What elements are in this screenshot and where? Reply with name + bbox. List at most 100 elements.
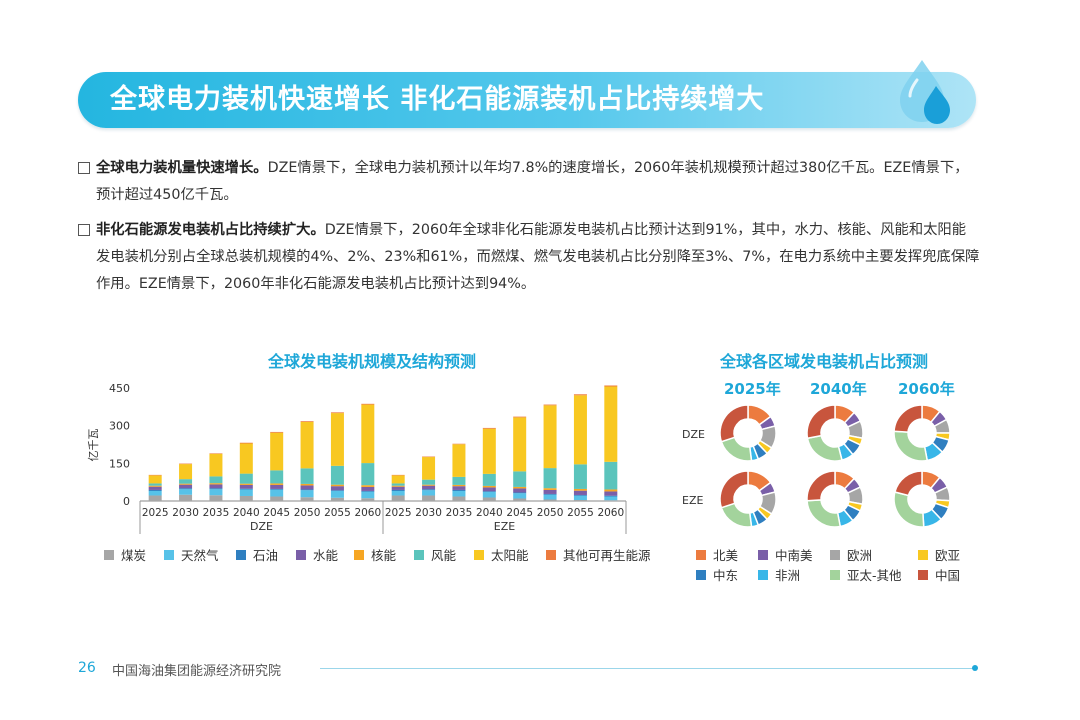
bar-segment [270,489,284,497]
bar-segment [239,473,253,484]
bar-segment [361,463,375,486]
x-tick-label: 2045 [506,507,533,519]
bar-segment [452,476,466,485]
bar-segment [239,488,253,490]
donut-slice [806,404,836,440]
legend-item-north-america: 北美 [696,545,738,564]
bar-segment [148,485,162,487]
bar-segment [452,484,466,487]
legend-item-wind: 风能 [414,545,456,564]
bar-segment [209,489,223,496]
legend-item-china: 中国 [918,565,960,584]
bar-segment [270,488,284,490]
y-tick-label: 150 [109,457,130,470]
bar-segment [604,489,618,492]
bar-segment [209,453,223,454]
bar-segment [270,431,284,433]
bar-segment [573,394,587,396]
bar-segment [270,470,284,484]
bar-segment [270,432,284,471]
x-tick-label: 2055 [324,507,351,519]
bar-segment [482,427,496,429]
bar-segment [452,496,466,501]
bar-segment [239,483,253,485]
y-tick-label: 0 [123,495,130,508]
bar-segment [422,456,436,458]
legend-item-asia-pacific-other: 亚太-其他 [830,565,902,584]
bar-segment [391,474,405,476]
bar-segment [300,485,314,490]
bar-segment [604,491,618,496]
legend-item-other-renewables: 其他可再生能源 [546,545,651,564]
y-axis-label: 亿千瓦 [87,429,100,462]
x-tick-label: 2035 [446,507,473,519]
legend-item-nuclear: 核能 [354,545,396,564]
x-tick-label: 2055 [567,507,594,519]
x-tick-label: 2045 [263,507,290,519]
bar-segment [604,495,618,497]
bar-segment [482,485,496,488]
bar-segment [422,495,436,501]
bar-segment [361,485,375,487]
bar-segment [239,484,253,489]
bar-segment [179,488,193,490]
bar-segment [148,490,162,496]
paragraph-2-body: DZE情景下，2060年全球非化石能源发电装机占比预计达到91%，其中，水力、核… [96,222,980,292]
bar-segment [148,474,162,476]
bar-segment [361,490,375,492]
year-label-2060: 2060年 [898,380,955,398]
bar-segment [391,495,405,501]
bar-segment [604,496,618,501]
bar-segment [300,490,314,498]
bar-segment [543,468,557,489]
bar-segment [513,471,527,487]
title-banner: 全球电力装机快速增长 非化石能源装机占比持续增大 [78,72,976,128]
bar-segment [391,483,405,486]
bar-segment [452,489,466,491]
bar-segment [422,484,436,486]
bar-segment [330,490,344,491]
x-tick-label: 2060 [597,507,624,519]
bar-segment [543,405,557,469]
bar-segment [543,404,557,406]
x-tick-label: 2040 [233,507,260,519]
paragraph-1: 全球电力装机量快速增长。DZE情景下，全球电力装机预计以年均7.8%的速度增长，… [78,155,980,209]
bar-segment [391,475,405,484]
bar-segment [513,488,527,493]
bar-segment [513,498,527,501]
x-tick-label: 2040 [476,507,503,519]
footer-organization: 中国海油集团能源经济研究院 [112,664,282,679]
bar-segment [513,416,527,418]
bar-segment [330,465,344,485]
bar-segment [543,494,557,500]
bar-segment [270,483,284,485]
bar-segment [452,486,466,490]
bar-segment [179,483,193,485]
bar-segment [361,491,375,499]
bar-segment [209,453,223,477]
bar-segment [361,498,375,501]
bar-segment [604,500,618,501]
bar-segment [422,485,436,490]
donut-slice [719,470,749,509]
y-tick-label: 450 [109,382,130,395]
y-tick-label: 300 [109,420,130,433]
bar-segment [482,487,496,492]
bar-chart-title: 全球发电装机规模及结构预测 [268,352,477,371]
bar-segment [179,489,193,495]
bar-segment [300,497,314,501]
legend-item-coal: 煤炭 [104,545,146,564]
bar-segment [513,493,527,499]
x-tick-label: 2030 [415,507,442,519]
bar-segment [330,412,344,414]
bar-segment [239,443,253,474]
bar-segment [452,443,466,445]
donut-slice [806,499,842,528]
bar-segment [422,457,436,480]
legend-item-latin-america: 中南美 [758,545,813,564]
bar-segment [422,490,436,496]
bar-segment [573,499,587,501]
donut-slice [806,434,843,462]
bar-segment [270,496,284,501]
year-label-2040: 2040年 [810,380,867,398]
